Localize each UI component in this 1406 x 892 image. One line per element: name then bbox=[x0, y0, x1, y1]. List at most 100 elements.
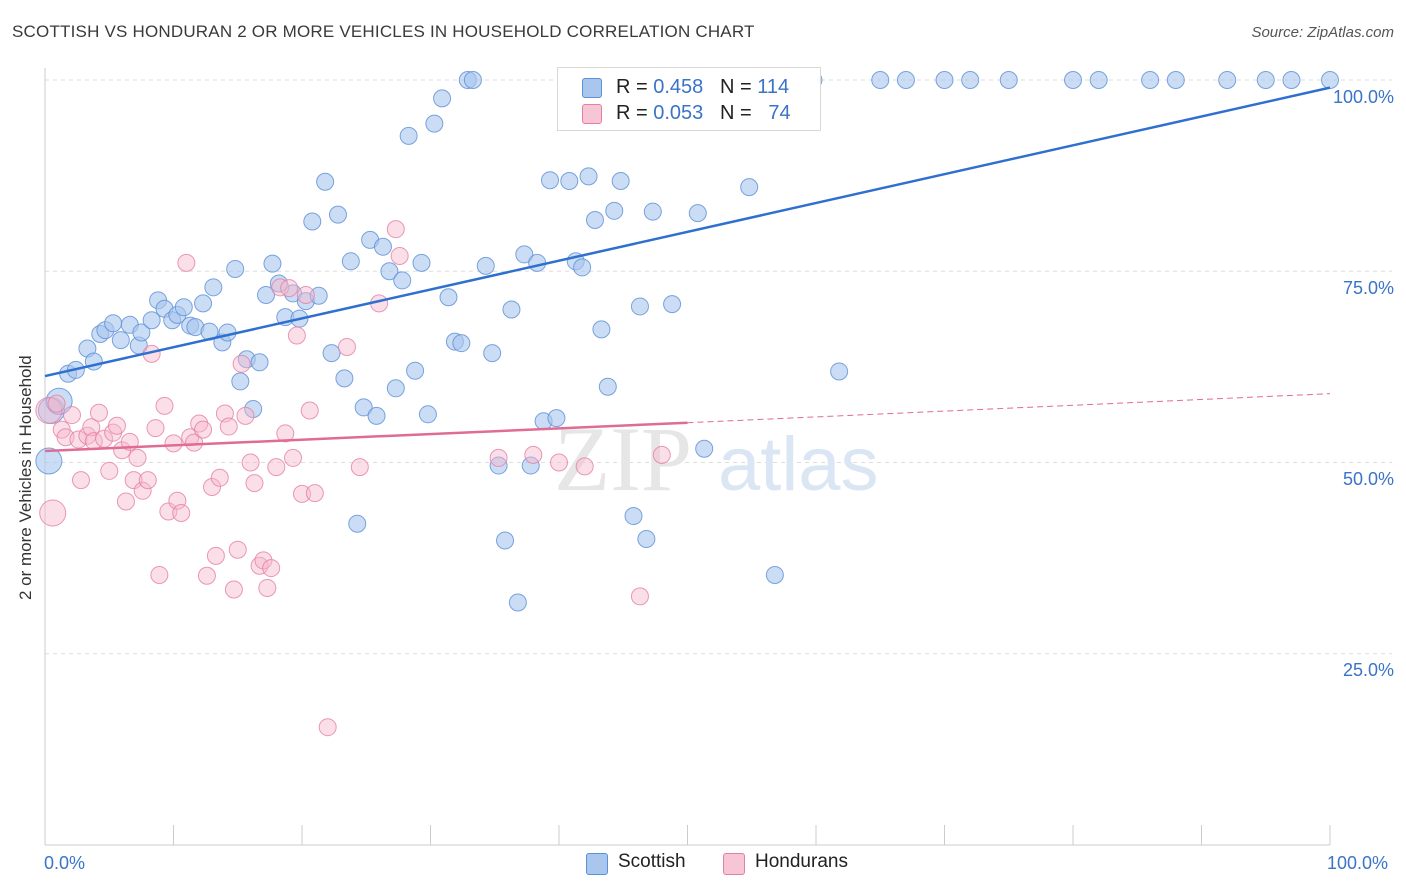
hondurans-point bbox=[155, 396, 174, 415]
hondurans-point bbox=[164, 434, 183, 453]
correlation-legend: R = 0.458 N = 114 R = 0.053 N = 74 bbox=[557, 67, 821, 131]
hondurans-point bbox=[254, 551, 273, 570]
hondurans-point bbox=[128, 448, 147, 467]
scottish-point bbox=[579, 167, 598, 186]
scottish-point bbox=[174, 298, 193, 317]
hondurans-point bbox=[550, 453, 568, 472]
scottish-point bbox=[111, 331, 130, 350]
hondurans-trend-extension bbox=[687, 393, 1331, 424]
scottish-swatch bbox=[586, 853, 608, 875]
scottish-point bbox=[425, 114, 444, 133]
hondurans-point bbox=[39, 499, 67, 527]
r-label: R = bbox=[616, 76, 648, 98]
hondurans-point bbox=[224, 580, 243, 599]
scottish-point bbox=[1089, 71, 1108, 89]
scottish-point bbox=[399, 126, 418, 145]
hondurans-point bbox=[107, 416, 126, 435]
scottish-point bbox=[961, 71, 980, 89]
hondurans-point bbox=[82, 418, 101, 437]
scottish-point bbox=[1218, 71, 1237, 89]
hondurans-point bbox=[197, 566, 216, 585]
scottish-point bbox=[528, 253, 547, 272]
scottish-point bbox=[194, 294, 213, 313]
hondurans-point bbox=[150, 565, 169, 584]
scottish-point bbox=[502, 300, 521, 319]
hondurans-point bbox=[172, 503, 191, 522]
scottish-point bbox=[830, 362, 849, 381]
scottish-point bbox=[637, 530, 656, 548]
hondurans-point bbox=[258, 578, 277, 597]
y-tick-75: 75.0% bbox=[1342, 278, 1394, 298]
source-credit: Source: ZipAtlas.com bbox=[1251, 24, 1394, 41]
legend-hondurans-text: R = 0.053 N = 74 bbox=[616, 102, 791, 125]
scottish-point bbox=[483, 344, 502, 363]
hondurans-point bbox=[390, 246, 409, 265]
hondurans-point bbox=[133, 481, 152, 500]
n-label: N = bbox=[719, 76, 752, 98]
scottish-point bbox=[560, 171, 579, 190]
hondurans-point bbox=[300, 401, 319, 420]
scottish-point bbox=[1166, 71, 1185, 89]
hondurans-legend-label: Hondurans bbox=[755, 851, 848, 872]
scottish-point bbox=[45, 387, 73, 415]
hondurans-point bbox=[524, 445, 543, 464]
scottish-point bbox=[303, 212, 322, 231]
scottish-point bbox=[244, 399, 263, 418]
watermark-atlas: atlas bbox=[718, 422, 879, 507]
legend-scottish-text: R = 0.458 N = 114 bbox=[616, 76, 789, 99]
y-tick-50: 50.0% bbox=[1342, 469, 1394, 489]
scottish-point bbox=[515, 245, 534, 264]
scottish-point bbox=[257, 285, 276, 304]
hondurans-swatch bbox=[723, 853, 745, 875]
hondurans-point bbox=[228, 540, 247, 559]
scottish-point bbox=[605, 201, 624, 220]
scottish-point bbox=[418, 405, 437, 424]
hondurans-point bbox=[62, 406, 81, 425]
scottish-point bbox=[316, 172, 335, 191]
hondurans-point bbox=[138, 471, 157, 490]
scottish-point bbox=[624, 507, 643, 526]
scottish-point bbox=[1141, 71, 1160, 89]
scottish-point bbox=[322, 344, 341, 363]
hondurans-point bbox=[652, 445, 671, 464]
n-value-hondurans: 74 bbox=[768, 102, 791, 124]
hondurans-point bbox=[241, 453, 260, 472]
r-value-scottish: 0.458 bbox=[653, 76, 704, 98]
scottish-swatch bbox=[582, 78, 602, 98]
scottish-point bbox=[896, 71, 915, 89]
hondurans-point bbox=[245, 474, 264, 493]
scottish-point bbox=[935, 71, 954, 89]
scottish-point bbox=[367, 406, 386, 425]
scottish-point bbox=[663, 295, 682, 314]
scottish-point bbox=[1282, 71, 1301, 89]
scottish-point bbox=[250, 353, 269, 372]
hondurans-point bbox=[47, 394, 66, 413]
hondurans-point bbox=[177, 253, 196, 272]
hondurans-point bbox=[194, 420, 213, 439]
hondurans-point bbox=[287, 326, 306, 345]
scottish-point bbox=[406, 361, 425, 380]
n-label: N = bbox=[719, 102, 752, 124]
scottish-point bbox=[541, 171, 560, 190]
scottish-point bbox=[348, 514, 367, 533]
scottish-point bbox=[611, 171, 630, 190]
hondurans-point bbox=[318, 718, 337, 737]
hondurans-point bbox=[293, 484, 311, 503]
scottish-point bbox=[585, 210, 604, 229]
hondurans-point bbox=[71, 471, 90, 490]
scottish-point bbox=[598, 377, 617, 396]
n-value-scottish: 114 bbox=[757, 76, 790, 98]
hondurans-point bbox=[262, 559, 281, 578]
scottish-point bbox=[740, 178, 759, 197]
hondurans-point bbox=[630, 587, 649, 606]
hondurans-point bbox=[219, 417, 238, 436]
hondurans-point bbox=[168, 491, 187, 510]
hondurans-point bbox=[146, 419, 165, 438]
scottish-point bbox=[204, 278, 223, 297]
hondurans-point bbox=[337, 337, 356, 356]
hondurans-point bbox=[350, 458, 369, 477]
hondurans-trend-line bbox=[44, 421, 688, 453]
scottish-point bbox=[592, 320, 611, 339]
scottish-point bbox=[412, 253, 431, 272]
